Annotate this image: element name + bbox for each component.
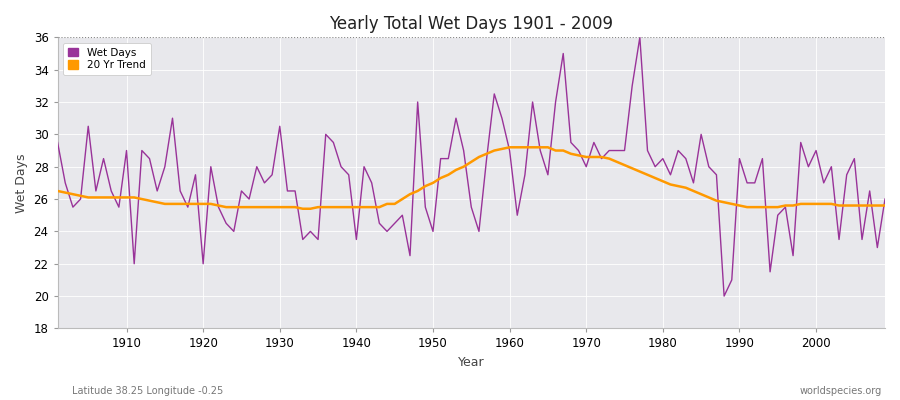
20 Yr Trend <box>879 203 890 208</box>
20 Yr Trend <box>282 205 292 210</box>
Legend: Wet Days, 20 Yr Trend: Wet Days, 20 Yr Trend <box>63 42 150 75</box>
20 Yr Trend <box>336 205 346 210</box>
Wet Days <box>282 188 292 193</box>
Wet Days <box>596 156 607 161</box>
Wet Days <box>52 140 63 145</box>
Wet Days <box>879 197 890 202</box>
Wet Days <box>328 140 338 145</box>
Title: Yearly Total Wet Days 1901 - 2009: Yearly Total Wet Days 1901 - 2009 <box>329 15 613 33</box>
Text: Latitude 38.25 Longitude -0.25: Latitude 38.25 Longitude -0.25 <box>72 386 223 396</box>
Wet Days <box>504 148 515 153</box>
20 Yr Trend <box>519 145 530 150</box>
Y-axis label: Wet Days: Wet Days <box>15 153 28 213</box>
20 Yr Trend <box>611 160 622 164</box>
Wet Days <box>719 294 730 298</box>
20 Yr Trend <box>504 145 515 150</box>
X-axis label: Year: Year <box>458 356 484 369</box>
Line: Wet Days: Wet Days <box>58 37 885 296</box>
Text: worldspecies.org: worldspecies.org <box>800 386 882 396</box>
20 Yr Trend <box>52 188 63 193</box>
Line: 20 Yr Trend: 20 Yr Trend <box>58 147 885 209</box>
20 Yr Trend <box>512 145 523 150</box>
Wet Days <box>113 205 124 210</box>
20 Yr Trend <box>297 206 308 211</box>
20 Yr Trend <box>113 195 124 200</box>
Wet Days <box>497 116 508 120</box>
Wet Days <box>634 35 645 40</box>
